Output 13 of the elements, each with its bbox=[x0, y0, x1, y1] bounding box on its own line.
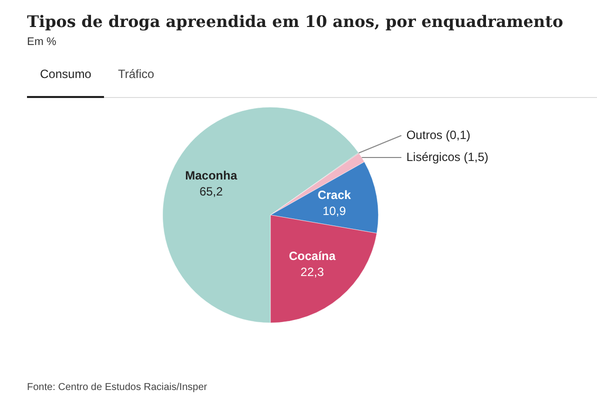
slice-label: Maconha bbox=[185, 168, 238, 183]
source-note: Fonte: Centro de Estudos Raciais/Insper bbox=[27, 382, 208, 393]
data-label: 10,9 bbox=[322, 204, 346, 218]
slice-label: Cocaína bbox=[288, 248, 336, 263]
text: Consumo bbox=[40, 67, 92, 81]
slice-label: Crack bbox=[318, 188, 352, 202]
slice-label: Outros (0,1) bbox=[406, 128, 470, 142]
text: Em % bbox=[27, 36, 56, 48]
slice-label: Lisérgicos (1,5) bbox=[406, 150, 488, 164]
data-label: 65,2 bbox=[199, 184, 224, 199]
data-label: 22,3 bbox=[300, 264, 324, 279]
chart-title: Tipos de droga apreendida em 10 anos, por enquadramento bbox=[27, 12, 564, 31]
text: Tráfico bbox=[118, 67, 154, 81]
